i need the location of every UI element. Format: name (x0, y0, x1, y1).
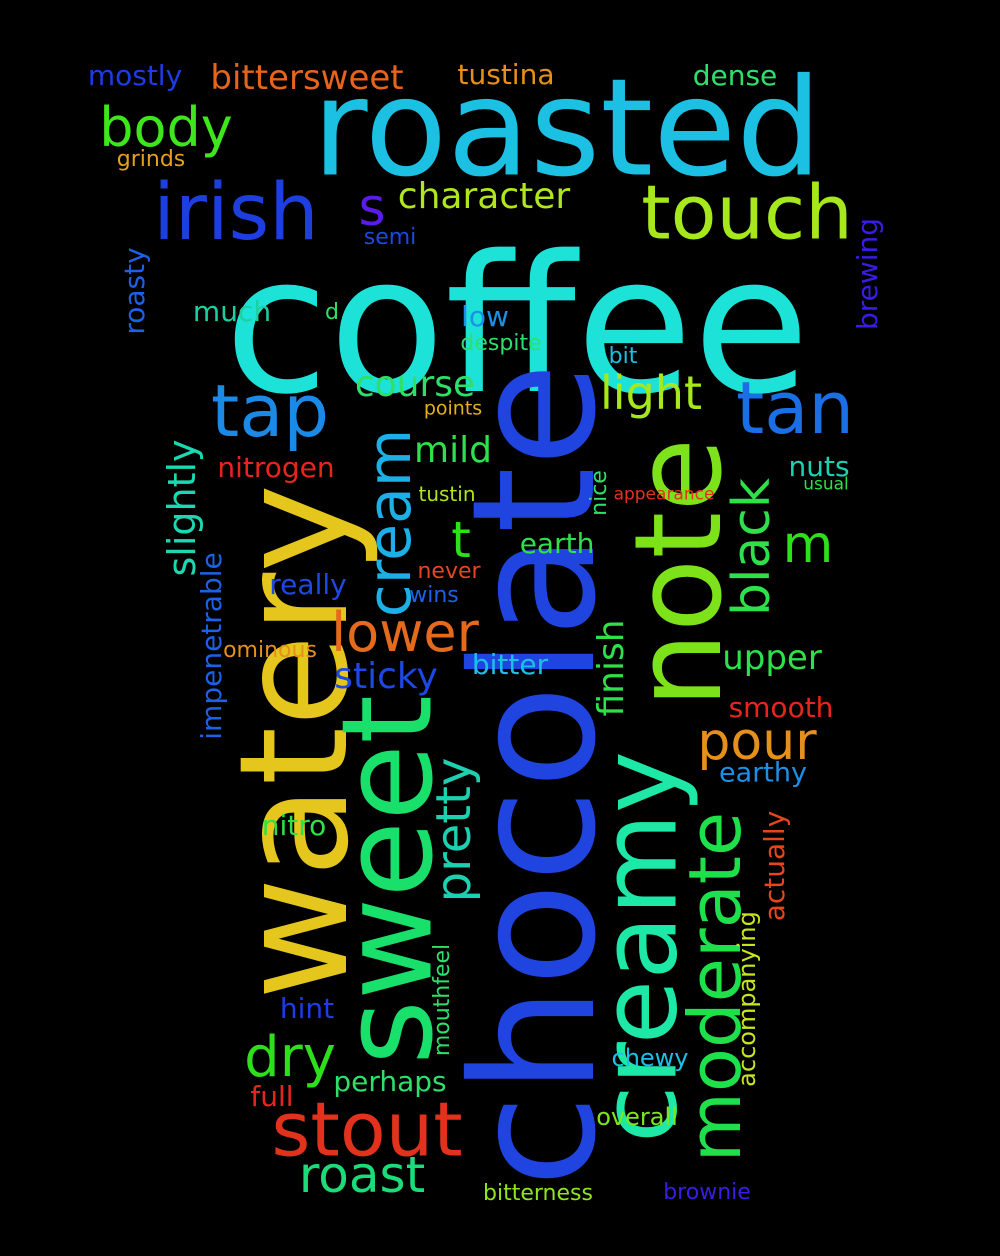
word: nitro (261, 809, 327, 842)
word: t (451, 511, 471, 569)
word: tustina (457, 58, 555, 91)
word: course (354, 364, 476, 405)
word: smooth (728, 691, 834, 724)
word: dense (692, 59, 778, 92)
word: much (192, 295, 272, 328)
word: bitterness (483, 1181, 593, 1206)
word: grinds (116, 147, 186, 172)
word: semi (363, 225, 417, 250)
word: actually (758, 810, 791, 922)
word: perhaps (333, 1065, 447, 1098)
word: bit (608, 344, 638, 369)
word: nitrogen (217, 451, 335, 484)
word: accompanying (733, 911, 761, 1087)
word: s (358, 178, 386, 238)
word: roast (298, 1146, 426, 1204)
word: pretty (426, 757, 482, 903)
word: lower (331, 601, 479, 664)
word: earthy (719, 757, 807, 789)
word: nuts (788, 450, 850, 483)
word: brownie (663, 1180, 751, 1205)
word: earth (519, 527, 595, 560)
word: dry (244, 1025, 336, 1090)
word: light (600, 366, 702, 420)
word: body (99, 96, 233, 159)
word: character (397, 176, 571, 217)
word: brewing (851, 217, 884, 331)
word: full (250, 1080, 294, 1113)
word: chewy (611, 1044, 689, 1072)
word: stout (271, 1085, 463, 1174)
word: hint (279, 992, 335, 1025)
word: roasty (118, 247, 151, 335)
word: ominous (223, 638, 317, 663)
word: mouthfeel (430, 943, 455, 1057)
word: coffee (224, 215, 810, 436)
word: roasted (312, 49, 822, 207)
word: wins (409, 583, 459, 608)
word: never (417, 559, 481, 584)
word: mild (414, 430, 492, 471)
word: bitter (471, 648, 549, 681)
word: tap (210, 369, 330, 453)
word: sticky (334, 656, 438, 697)
word: impenetrable (195, 552, 228, 740)
word: tustin (418, 482, 476, 506)
word: m (782, 515, 834, 575)
word: low (461, 300, 509, 333)
word: finish (591, 619, 632, 717)
word: irish (153, 168, 319, 258)
word: usual (803, 474, 849, 495)
word: really (269, 568, 347, 601)
word: overall (596, 1103, 678, 1131)
word: tan (736, 366, 854, 450)
word: d (325, 300, 339, 325)
word: pour (697, 712, 817, 772)
word: black (722, 477, 782, 617)
word: mostly (87, 59, 183, 92)
word: nice (587, 470, 612, 516)
word: points (423, 397, 483, 420)
word: upper (722, 638, 822, 678)
word: appearance (613, 484, 715, 505)
word: despite (460, 331, 542, 356)
word: touch (641, 168, 853, 257)
word: bittersweet (210, 58, 404, 98)
